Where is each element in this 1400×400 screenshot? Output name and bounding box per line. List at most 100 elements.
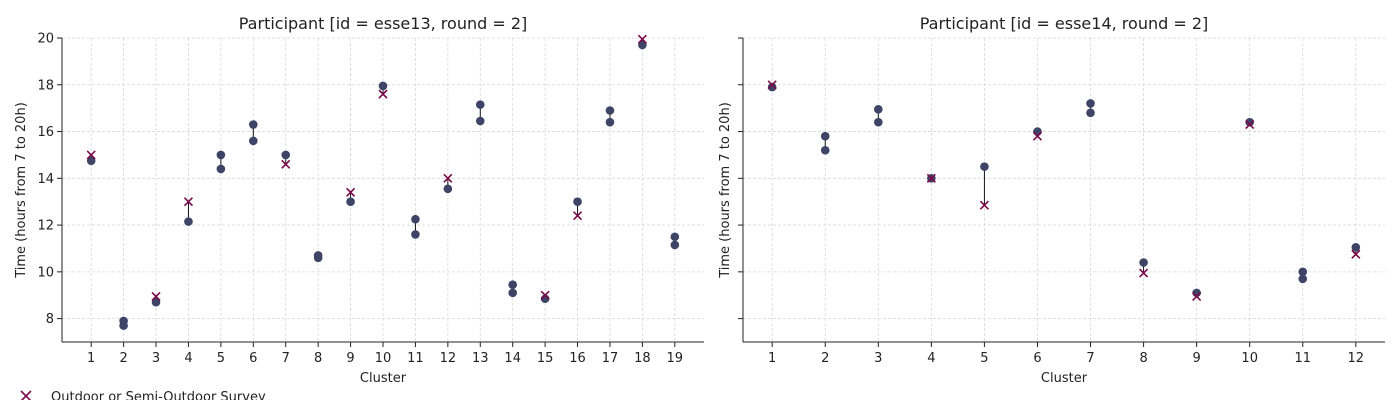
data-point-cross bbox=[1351, 249, 1361, 259]
x-tick-label: 8 bbox=[314, 351, 322, 366]
data-point-dot bbox=[151, 297, 161, 307]
data-point-cross bbox=[183, 197, 194, 207]
data-point-cross bbox=[637, 34, 647, 44]
x-tick-label: 12 bbox=[1348, 351, 1365, 366]
x-tick-label: 9 bbox=[346, 351, 354, 366]
x-tick-label: 7 bbox=[282, 351, 290, 366]
x-tick-label: 11 bbox=[1294, 351, 1311, 366]
x-tick-label: 4 bbox=[184, 351, 192, 366]
x-axis-label: Cluster bbox=[360, 371, 407, 386]
x-tick-label: 3 bbox=[874, 351, 882, 366]
x-tick-label: 16 bbox=[569, 351, 586, 366]
data-point-dot bbox=[443, 184, 453, 194]
data-point-cross bbox=[572, 211, 583, 221]
data-point-dot bbox=[873, 105, 883, 114]
data-point-cross bbox=[378, 89, 388, 99]
x-tick-label: 3 bbox=[152, 351, 160, 366]
data-point-dot bbox=[605, 117, 615, 127]
data-point-dot bbox=[670, 232, 680, 242]
data-point-cross bbox=[86, 150, 96, 160]
x-tick-label: 7 bbox=[1086, 351, 1094, 366]
data-point-dot bbox=[475, 116, 485, 126]
data-point-cross bbox=[346, 187, 356, 197]
data-point-dot bbox=[249, 120, 258, 129]
data-point-cross bbox=[767, 80, 777, 90]
data-point-dot bbox=[216, 150, 226, 160]
x-tick-label: 2 bbox=[821, 351, 829, 366]
x-tick-label: 8 bbox=[1139, 351, 1147, 366]
data-point-dot bbox=[980, 162, 989, 171]
y-tick-label: 14 bbox=[37, 172, 54, 187]
x-tick-label: 6 bbox=[249, 351, 257, 366]
data-point-dot bbox=[1298, 267, 1308, 277]
legend-cross-marker bbox=[20, 390, 32, 400]
chart-title: Participant [id = esse14, round = 2] bbox=[920, 14, 1209, 33]
stems bbox=[771, 84, 1357, 297]
grid bbox=[62, 37, 704, 342]
data-point-cross bbox=[1192, 291, 1202, 301]
data-point-cross bbox=[926, 173, 936, 183]
x-tick-label: 12 bbox=[440, 351, 457, 366]
data-point-dot bbox=[638, 40, 647, 50]
data-point-dot bbox=[216, 164, 226, 174]
grid bbox=[743, 37, 1385, 342]
data-point-dot bbox=[1086, 99, 1095, 108]
data-point-dot bbox=[873, 117, 883, 127]
data-point-cross bbox=[1032, 131, 1043, 141]
data-point-dot bbox=[378, 81, 388, 91]
data-point-dot bbox=[820, 131, 830, 141]
data-point-dot bbox=[475, 100, 485, 109]
data-point-dot bbox=[1351, 242, 1361, 252]
dot-series bbox=[86, 40, 680, 330]
data-point-dot bbox=[1245, 117, 1255, 127]
chart-title: Participant [id = esse13, round = 2] bbox=[239, 14, 528, 33]
x-tick-label: 10 bbox=[1241, 351, 1258, 366]
cross-series bbox=[86, 34, 647, 301]
data-point-dot bbox=[573, 197, 582, 206]
x-tick-label: 2 bbox=[119, 351, 127, 366]
x-axis-label: Cluster bbox=[1041, 371, 1088, 386]
data-point-dot bbox=[346, 197, 355, 206]
data-point-dot bbox=[119, 316, 128, 326]
legend: Outdoor or Semi-Outdoor Survey bbox=[20, 390, 266, 400]
data-point-cross bbox=[979, 200, 989, 210]
data-point-dot bbox=[820, 145, 830, 155]
chart-panel-esse14: Participant [id = esse14, round = 2] Clu… bbox=[718, 14, 1385, 386]
x-tick-label: 15 bbox=[537, 351, 554, 366]
data-point-dot bbox=[605, 106, 615, 115]
y-axis-label: Time (hours from 7 to 20h) bbox=[718, 102, 733, 279]
data-point-dot bbox=[1033, 127, 1042, 136]
x-tick-label: 1 bbox=[768, 351, 776, 366]
x-tick-label: 19 bbox=[667, 351, 684, 366]
y-tick-label: 18 bbox=[37, 78, 54, 93]
data-point-cross bbox=[281, 159, 291, 169]
data-point-dot bbox=[411, 214, 420, 224]
x-tick-label: 13 bbox=[472, 351, 489, 366]
data-point-dot bbox=[1139, 258, 1148, 267]
data-point-cross bbox=[1139, 268, 1149, 278]
y-tick-label: 8 bbox=[46, 312, 54, 327]
x-tick-label: 11 bbox=[407, 351, 424, 366]
axes: 1 2 3 4 5 6 7 8 9 10 11 12 bbox=[738, 37, 1385, 366]
chart-panel-esse13: Participant [id = esse13, round = 2] Clu… bbox=[14, 14, 704, 386]
data-point-cross bbox=[1245, 119, 1255, 130]
x-tick-label: 9 bbox=[1193, 351, 1201, 366]
data-point-dot bbox=[86, 156, 96, 166]
data-point-dot bbox=[1298, 274, 1308, 284]
x-tick-label: 14 bbox=[504, 351, 521, 366]
x-tick-label: 18 bbox=[634, 351, 651, 366]
data-point-dot bbox=[670, 240, 680, 250]
y-axis-label: Time (hours from 7 to 20h) bbox=[14, 102, 29, 279]
data-point-dot bbox=[411, 230, 420, 239]
y-tick-label: 12 bbox=[37, 219, 54, 234]
axes: 1 2 3 4 5 6 7 8 9 10 11 12 13 14 15 16 17 18 1981012141618… bbox=[37, 32, 704, 366]
data-point-dot bbox=[508, 280, 517, 290]
data-point-dot bbox=[313, 251, 323, 260]
data-point-dot bbox=[281, 150, 291, 160]
x-tick-label: 4 bbox=[927, 351, 935, 366]
data-point-cross bbox=[540, 290, 550, 300]
y-tick-label: 20 bbox=[37, 32, 54, 47]
cross-series bbox=[767, 80, 1361, 301]
y-tick-label: 16 bbox=[37, 125, 54, 140]
